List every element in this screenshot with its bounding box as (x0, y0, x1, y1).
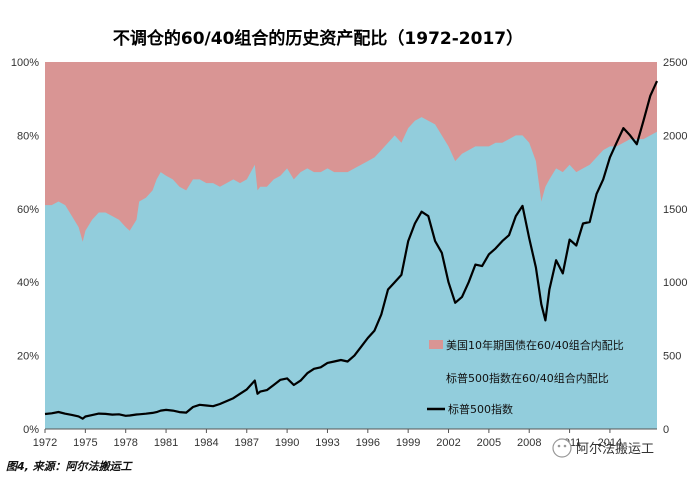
x-tick-label: 1984 (194, 437, 218, 449)
wechat-logo-icon (552, 438, 572, 458)
right-y-tick-label: 2500 (663, 57, 687, 69)
legend-label-sp500: 标普500指数 (448, 402, 513, 416)
right-y-tick-label: 1500 (663, 204, 687, 216)
left-y-tick-label: 20% (17, 351, 39, 363)
x-tick-label: 1999 (396, 437, 420, 449)
left-y-tick-label: 100% (11, 57, 39, 69)
x-tick-label: 1975 (73, 437, 97, 449)
x-axis: 1972 1975 1978 1981 1984 1987 1990 1993 1996 1999… (33, 429, 622, 449)
x-tick-label: 1990 (275, 437, 299, 449)
legend-label-equity: 标普500指数在60/40组合内配比 (446, 371, 609, 385)
left-y-tick-label: 60% (17, 204, 39, 216)
x-tick-label: 2002 (436, 437, 460, 449)
x-tick-label: 2008 (517, 437, 541, 449)
x-tick-label: 2014 (598, 437, 622, 449)
equity-allocation-area (45, 117, 657, 429)
right-y-tick-label: 1000 (663, 277, 687, 289)
legend: 美国10年期国债在60/40组合内配比 标普500指数在60/40组合内配比 标… (427, 338, 624, 416)
plot-area (44, 62, 659, 430)
figure-caption: 图4, 来源：阿尔法搬运工 (6, 460, 134, 473)
chart-title: 不调仓的60/40组合的历史资产配比（1972-2017） (113, 28, 523, 49)
sp500-index-line (44, 80, 659, 420)
watermark-text: 阿尔法搬运工 (576, 442, 654, 457)
x-tick-label: 1996 (356, 437, 380, 449)
left-y-axis: 0% 20% 40% 60% 80% 100% (11, 57, 39, 436)
legend-swatch-equity (429, 373, 443, 382)
right-y-tick-label: 2000 (663, 130, 687, 142)
x-tick-label: 1981 (154, 437, 178, 449)
right-y-tick-label: 500 (663, 351, 681, 363)
x-tick-label: 2005 (477, 437, 501, 449)
legend-swatch-bond (429, 340, 443, 349)
watermark: 阿尔法搬运工 (552, 438, 654, 458)
x-tick-label: 1987 (235, 437, 259, 449)
right-y-axis: 0 500 1000 1500 2000 2500 (663, 57, 687, 436)
x-tick-label: 1978 (113, 437, 137, 449)
left-y-tick-label: 40% (17, 277, 39, 289)
left-y-tick-label: 80% (17, 130, 39, 142)
right-y-tick-label: 0 (663, 424, 669, 436)
left-y-tick-label: 0% (23, 424, 39, 436)
x-tick-label: 1972 (33, 437, 57, 449)
x-tick-label: 1993 (315, 437, 339, 449)
legend-label-bond: 美国10年期国债在60/40组合内配比 (446, 338, 624, 352)
